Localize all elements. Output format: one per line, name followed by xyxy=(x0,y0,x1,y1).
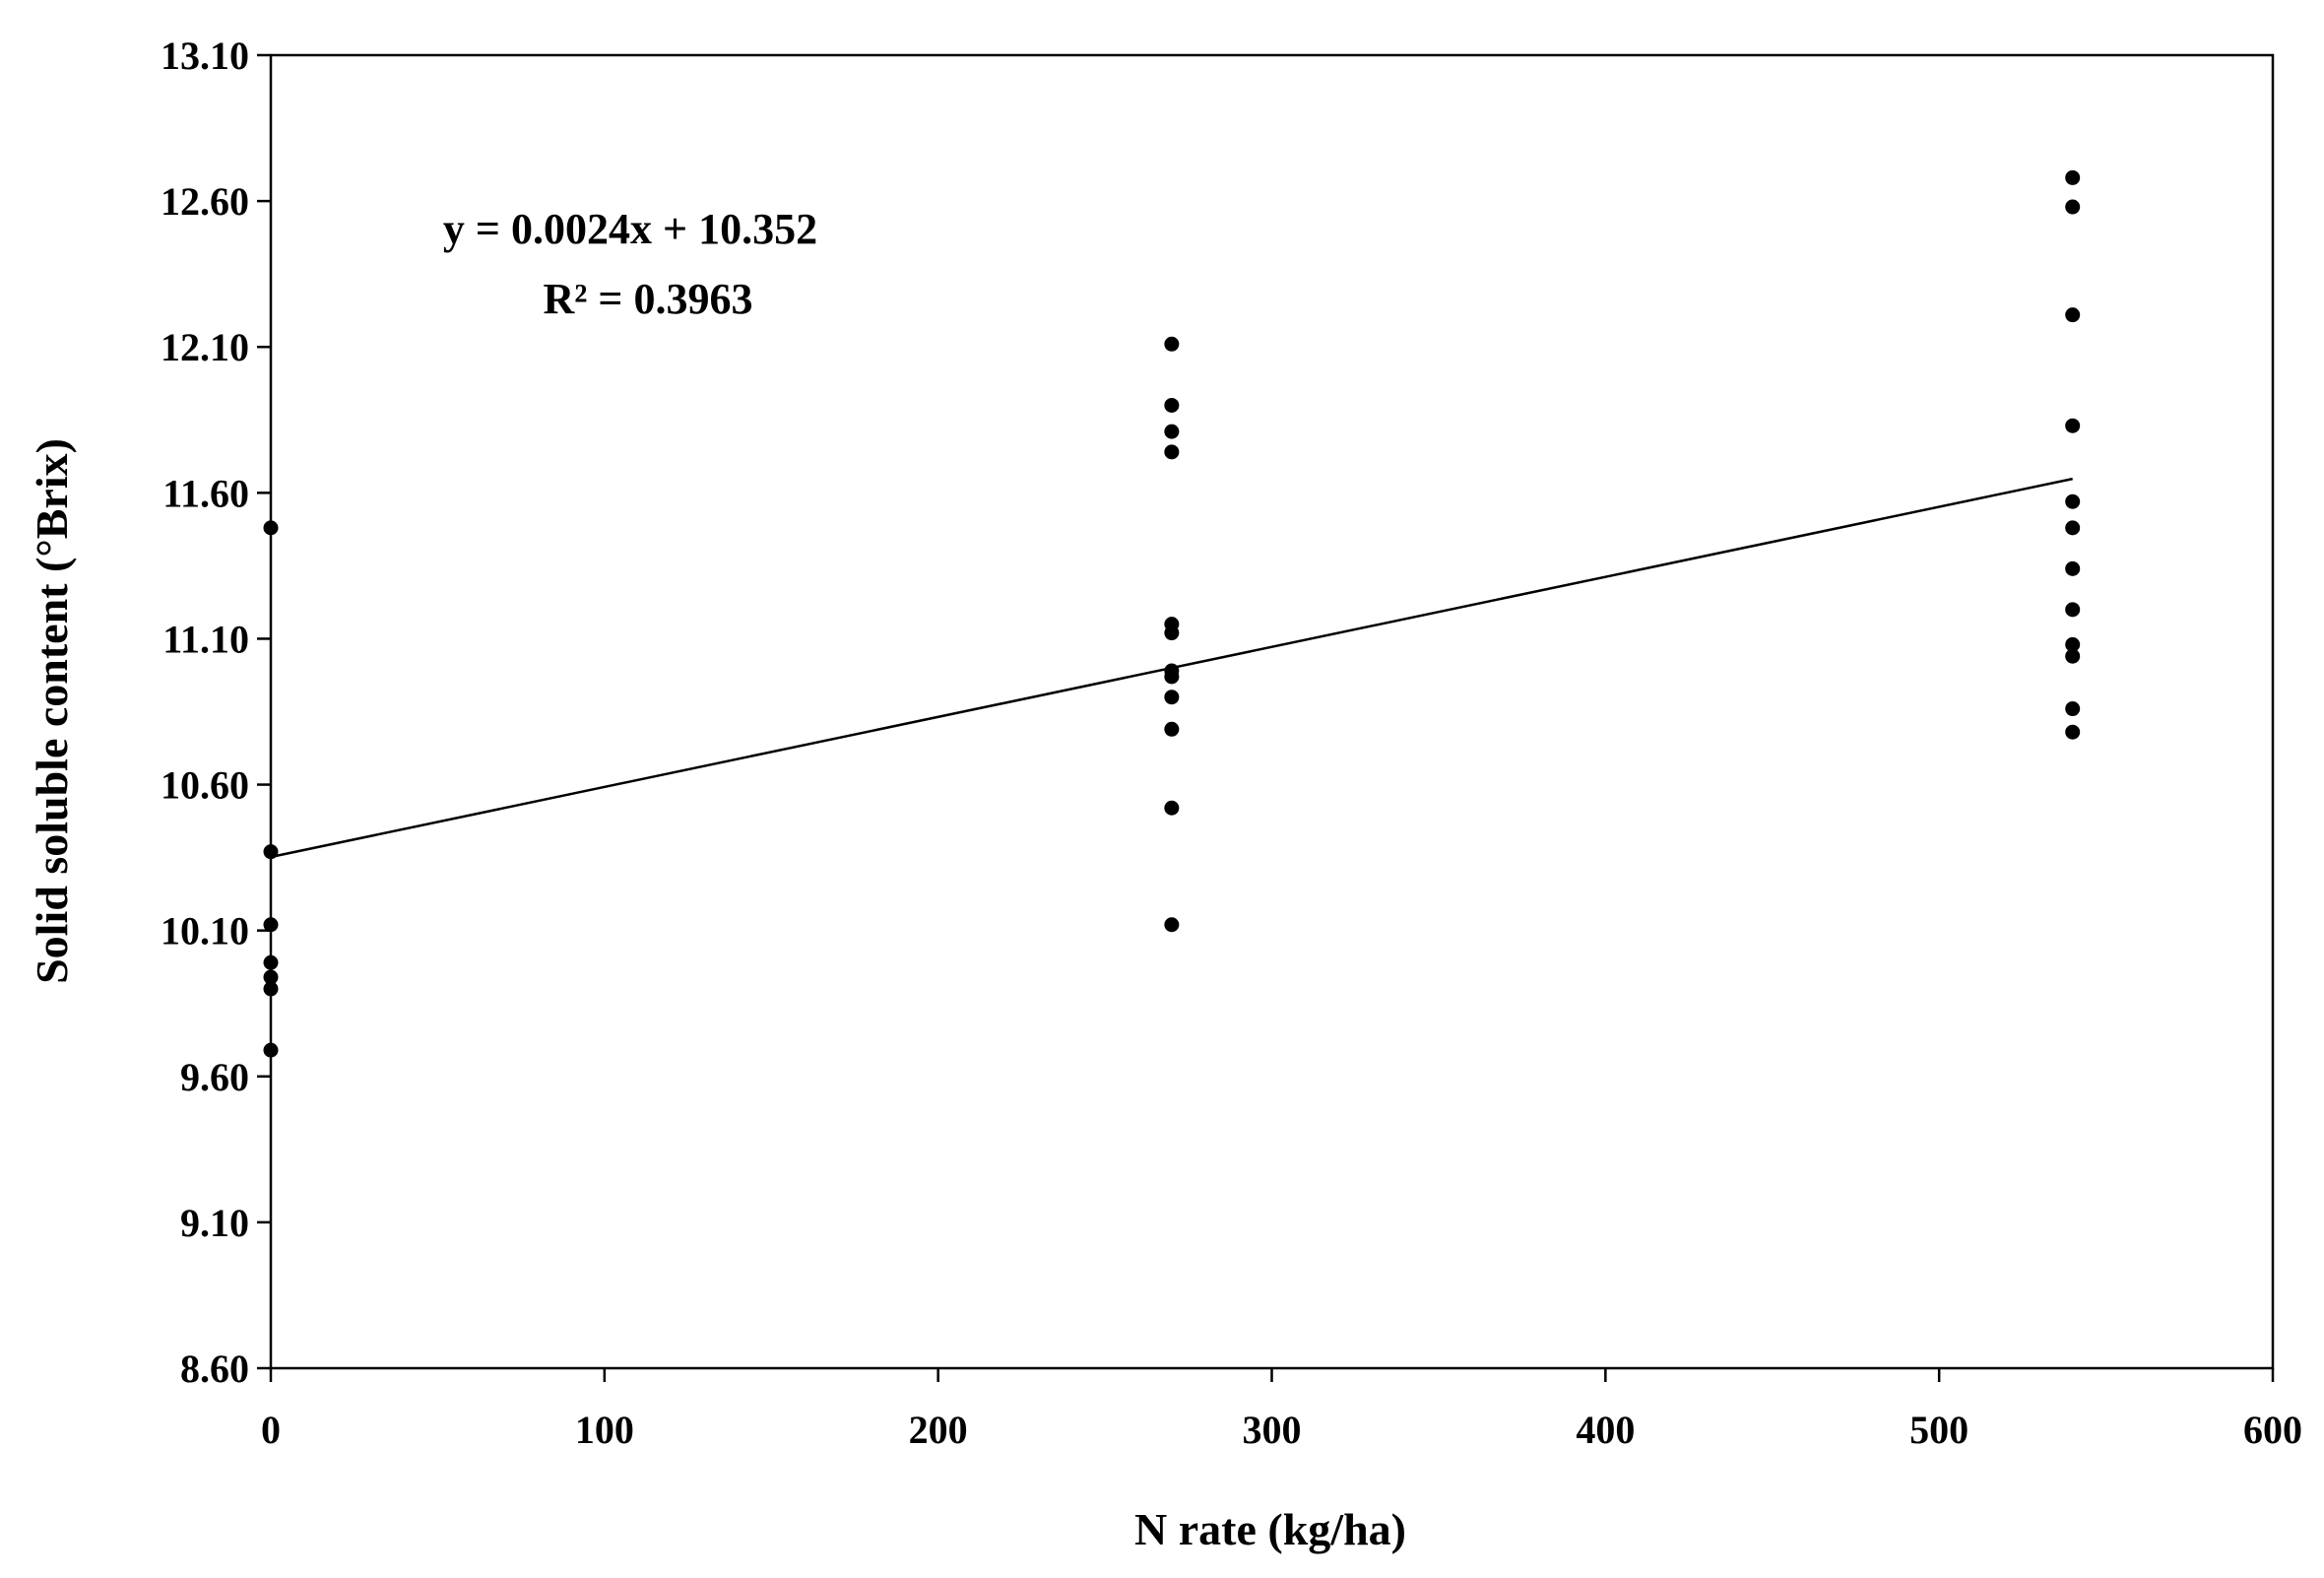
x-axis-ticks xyxy=(269,1368,2275,1382)
y-tick-label: 9.60 xyxy=(180,1055,249,1099)
data-point xyxy=(263,520,279,536)
x-tick-label: 0 xyxy=(261,1408,281,1452)
data-point xyxy=(263,969,279,985)
data-point xyxy=(2065,307,2081,323)
data-point xyxy=(2065,701,2081,717)
x-tick-label: 400 xyxy=(1576,1408,1635,1452)
data-point xyxy=(2065,520,2081,536)
data-point xyxy=(2065,169,2081,185)
data-point xyxy=(1164,444,1180,460)
y-tick-label: 11.60 xyxy=(162,471,249,515)
data-point xyxy=(2065,418,2081,433)
y-tick-label: 12.60 xyxy=(161,179,249,224)
y-axis-title: Solid soluble content (°Brix) xyxy=(27,438,77,984)
y-tick-label: 8.60 xyxy=(180,1347,249,1391)
y-tick-labels: 8.60 9.10 9.60 10.10 10.60 11.10 11.60 12.10 12.… xyxy=(161,33,249,1391)
data-point xyxy=(263,1042,279,1058)
data-point xyxy=(1164,397,1180,413)
x-tick-label: 300 xyxy=(1243,1408,1302,1452)
data-point xyxy=(263,981,279,997)
data-point xyxy=(2065,636,2081,652)
data-point xyxy=(1164,917,1180,933)
data-point xyxy=(2065,560,2081,576)
data-point xyxy=(263,954,279,970)
y-axis-ticks xyxy=(257,53,271,1370)
x-tick-label: 100 xyxy=(575,1408,634,1452)
x-tick-label: 200 xyxy=(909,1408,968,1452)
data-point xyxy=(2065,602,2081,618)
data-point xyxy=(263,917,279,933)
x-axis-title: N rate (kg/ha) xyxy=(1134,1504,1406,1554)
y-tick-label: 11.10 xyxy=(162,617,249,661)
y-tick-label: 13.10 xyxy=(161,33,249,78)
data-point xyxy=(2065,493,2081,509)
data-point xyxy=(1164,690,1180,705)
data-point xyxy=(1164,669,1180,685)
data-point xyxy=(2065,724,2081,740)
data-point xyxy=(2065,648,2081,664)
x-tick-labels: 0 100 200 300 400 500 600 xyxy=(261,1408,2302,1452)
y-tick-label: 12.10 xyxy=(161,325,249,369)
data-point xyxy=(1164,424,1180,439)
x-tick-label: 600 xyxy=(2243,1408,2302,1452)
data-point xyxy=(2065,199,2081,215)
data-point xyxy=(263,844,279,860)
data-point xyxy=(1164,336,1180,352)
r-squared-label: R² = 0.3963 xyxy=(543,275,752,323)
y-tick-label: 9.10 xyxy=(180,1201,249,1245)
data-point xyxy=(1164,721,1180,737)
data-point xyxy=(1164,625,1180,641)
x-tick-label: 500 xyxy=(1909,1408,1969,1452)
y-tick-label: 10.60 xyxy=(161,763,249,808)
y-tick-label: 10.10 xyxy=(161,909,249,953)
data-point xyxy=(1164,800,1180,816)
data-points xyxy=(263,169,2081,1058)
trendline-equation: y = 0.0024x + 10.352 xyxy=(443,205,817,253)
